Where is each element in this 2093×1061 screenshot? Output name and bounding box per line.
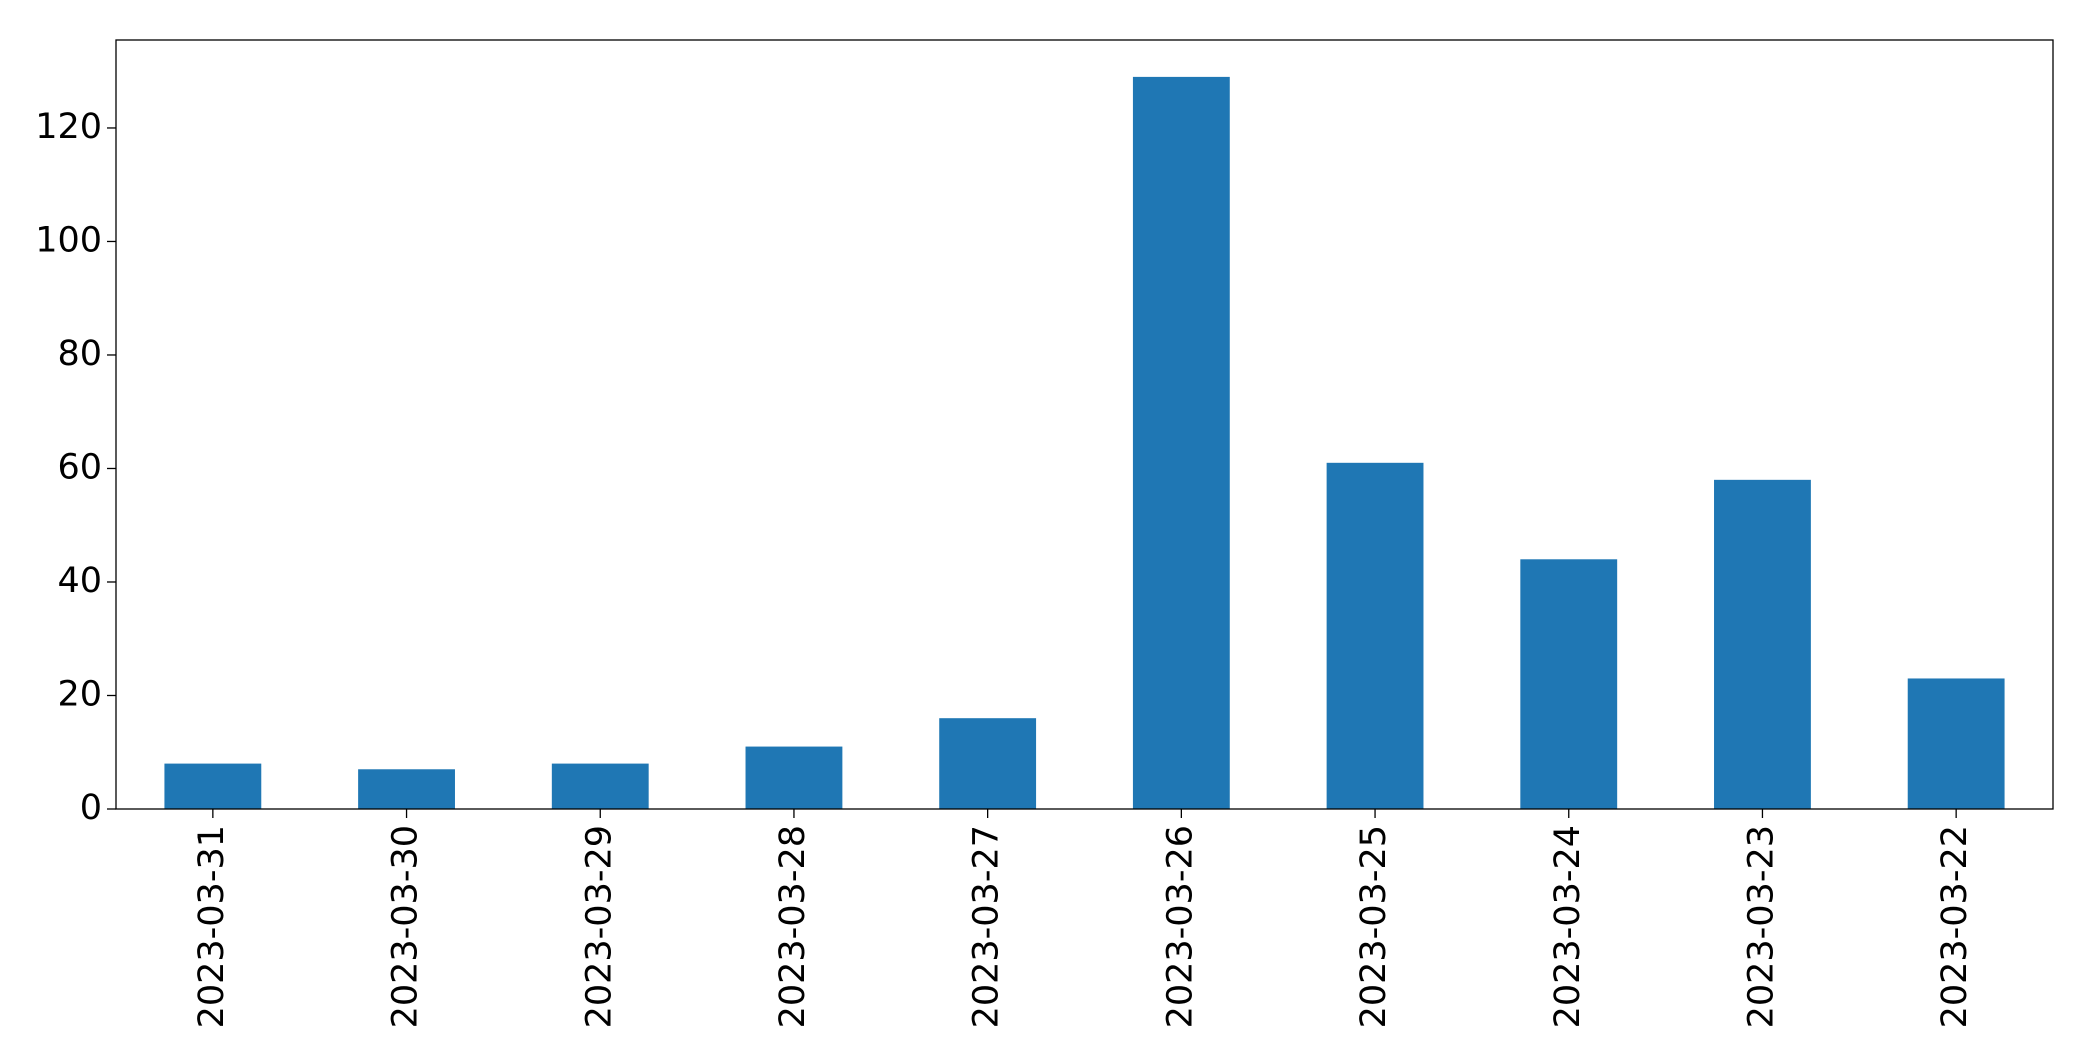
y-tick-label: 100 (35, 220, 102, 260)
x-tick-label: 2023-03-26 (1160, 825, 1200, 1028)
x-tick-label: 2023-03-31 (192, 825, 232, 1028)
y-tick-label: 80 (57, 334, 102, 374)
bar (358, 769, 455, 809)
bar (1326, 462, 1424, 809)
bar (1907, 678, 2005, 809)
x-tick-label: 2023-03-29 (579, 825, 619, 1028)
plot-frame (115, 39, 2054, 810)
bar (1520, 559, 1618, 809)
y-tick-label: 60 (57, 447, 102, 487)
x-tick-label: 2023-03-25 (1354, 825, 1394, 1028)
y-tick-label: 0 (80, 788, 102, 828)
x-tick-label: 2023-03-24 (1548, 825, 1588, 1028)
x-tick-label: 2023-03-22 (1935, 825, 1975, 1028)
bar (164, 763, 262, 809)
y-tick-label: 120 (35, 107, 102, 147)
y-tick-label: 20 (57, 674, 102, 714)
x-tick-label: 2023-03-30 (386, 825, 426, 1028)
bar (551, 763, 649, 809)
bar (745, 746, 843, 809)
y-tick-label: 40 (57, 561, 102, 601)
bar (939, 718, 1037, 809)
bar (1132, 76, 1230, 810)
x-tick-label: 2023-03-28 (773, 825, 813, 1028)
bar (1714, 479, 1811, 809)
x-tick-label: 2023-03-27 (967, 825, 1007, 1028)
x-tick-label: 2023-03-23 (1741, 825, 1781, 1028)
